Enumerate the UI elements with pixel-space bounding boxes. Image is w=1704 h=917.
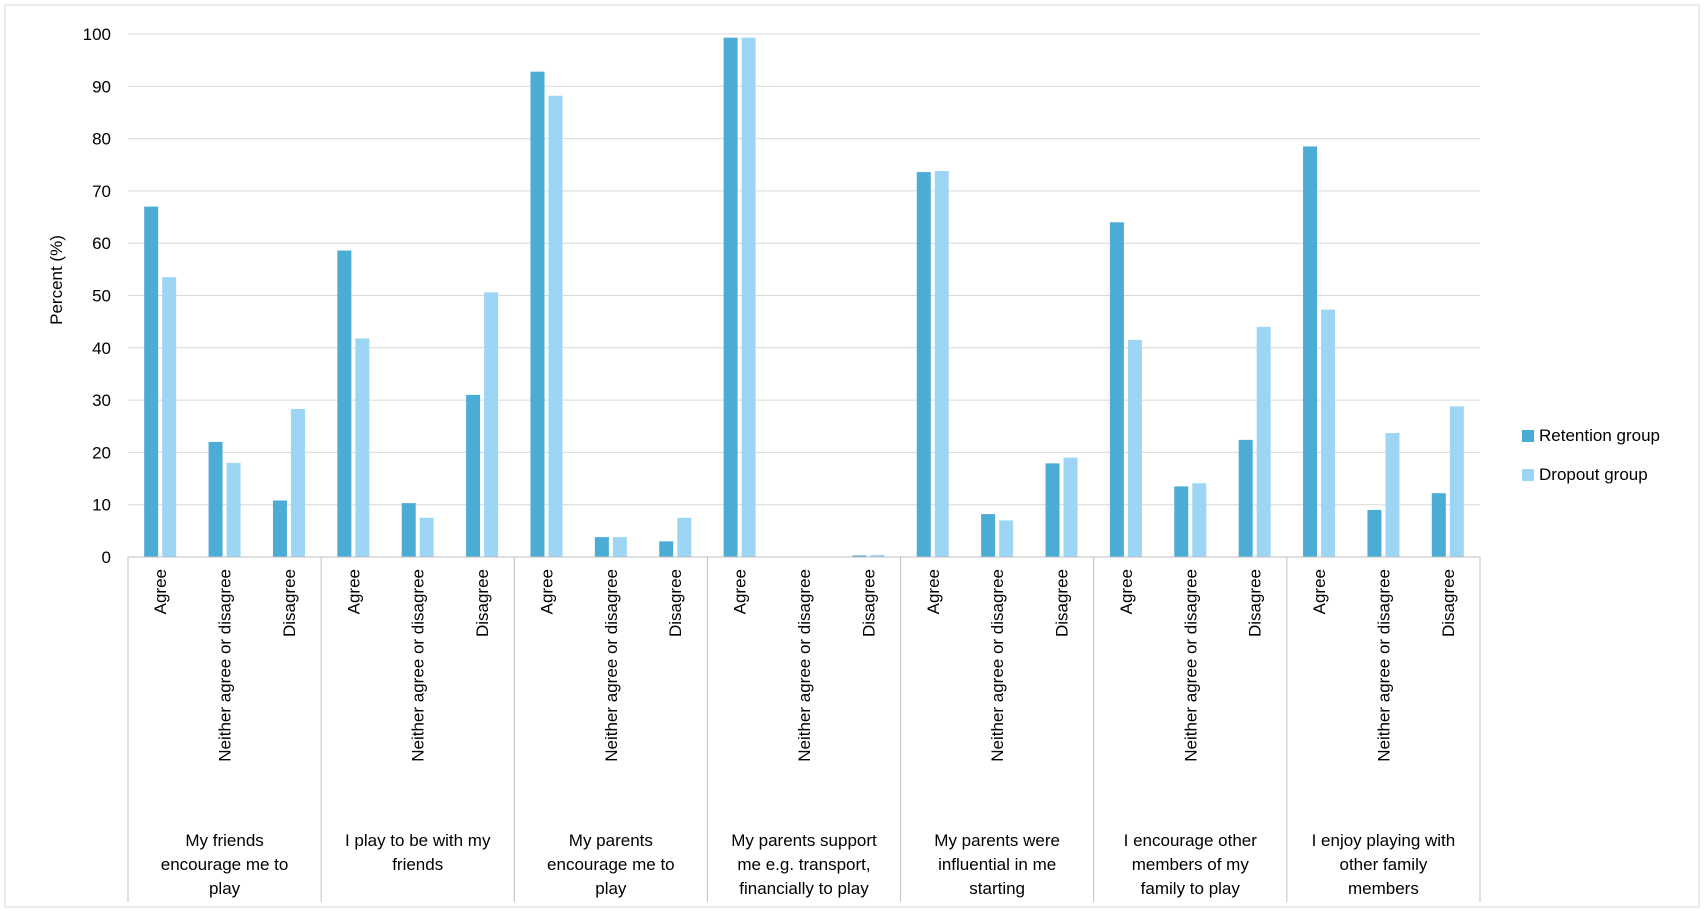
bar-retention bbox=[852, 555, 867, 557]
group-label: I encourage other members of my family to … bbox=[1124, 831, 1258, 898]
category-label: Agree bbox=[731, 569, 750, 614]
group-label: My friends encourage me to play bbox=[161, 831, 289, 898]
y-tick-label: 90 bbox=[92, 77, 111, 96]
bar-retention bbox=[272, 500, 287, 557]
y-tick-label: 60 bbox=[92, 234, 111, 253]
chart-frame bbox=[4, 4, 1700, 908]
bar-retention bbox=[1174, 486, 1189, 557]
bar-dropout bbox=[741, 37, 756, 557]
bar-retention bbox=[659, 541, 674, 557]
bar-retention bbox=[337, 250, 352, 557]
legend-label: Retention group bbox=[1539, 426, 1660, 445]
category-label: Disagree bbox=[859, 569, 878, 637]
y-tick-label: 50 bbox=[92, 287, 111, 306]
bar-dropout bbox=[1321, 309, 1336, 557]
group-labels: My friends encourage me to play I play to b… bbox=[161, 831, 1455, 898]
category-label: Agree bbox=[537, 569, 556, 614]
group-label: I enjoy playing with other family members bbox=[1312, 831, 1456, 898]
category-label: Agree bbox=[151, 569, 170, 614]
gridlines bbox=[128, 33, 1480, 506]
category-label: Agree bbox=[344, 569, 363, 614]
category-labels: Agree Neither agree or disagree Disagree Ag… bbox=[151, 569, 1458, 762]
bar-dropout bbox=[1256, 326, 1271, 557]
bar-dropout bbox=[1127, 339, 1142, 557]
y-axis-title: Percent (%) bbox=[47, 235, 66, 325]
y-tick-label: 20 bbox=[92, 443, 111, 462]
bar-retention bbox=[1303, 146, 1318, 557]
category-label: Disagree bbox=[473, 569, 492, 637]
bar-retention bbox=[1367, 509, 1382, 557]
bar-dropout bbox=[934, 171, 949, 557]
bar-dropout bbox=[1192, 483, 1207, 557]
category-label: Neither agree or disagree bbox=[988, 569, 1007, 762]
category-label: Neither agree or disagree bbox=[795, 569, 814, 762]
group-label: I play to be with my friends bbox=[345, 831, 491, 874]
bar-retention bbox=[1109, 222, 1124, 557]
bars bbox=[144, 37, 1464, 558]
y-tick-label: 30 bbox=[92, 391, 111, 410]
category-label: Agree bbox=[1117, 569, 1136, 614]
bar-dropout bbox=[290, 408, 305, 557]
bar-dropout bbox=[355, 338, 370, 557]
category-label: Neither agree or disagree bbox=[1374, 569, 1393, 762]
bar-dropout bbox=[419, 517, 434, 557]
bar-dropout bbox=[677, 517, 692, 557]
bar-retention bbox=[530, 71, 545, 557]
y-tick-label: 100 bbox=[83, 25, 111, 44]
bar-dropout bbox=[548, 95, 563, 558]
category-label: Disagree bbox=[1053, 569, 1072, 637]
bar-retention bbox=[401, 503, 416, 557]
category-label: Disagree bbox=[1246, 569, 1265, 637]
y-tick-label: 40 bbox=[92, 339, 111, 358]
bar-dropout bbox=[1063, 457, 1078, 557]
bar-dropout bbox=[870, 554, 885, 557]
bar-retention bbox=[1045, 463, 1060, 557]
category-label: Disagree bbox=[666, 569, 685, 637]
y-tick-label: 0 bbox=[102, 548, 111, 567]
category-label: Disagree bbox=[280, 569, 299, 637]
bar-dropout bbox=[1449, 406, 1464, 557]
category-label: Neither agree or disagree bbox=[602, 569, 621, 762]
y-tick-label: 80 bbox=[92, 130, 111, 149]
bar-dropout bbox=[484, 292, 499, 557]
bar-dropout bbox=[999, 520, 1014, 557]
bar-retention bbox=[144, 206, 159, 557]
bar-retention bbox=[466, 394, 481, 557]
category-label: Neither agree or disagree bbox=[409, 569, 428, 762]
bar-retention bbox=[916, 172, 931, 557]
bar-retention bbox=[1238, 439, 1253, 557]
bar-dropout bbox=[612, 537, 627, 557]
bar-retention bbox=[208, 441, 223, 557]
legend-swatch bbox=[1522, 430, 1534, 442]
bar-retention bbox=[723, 37, 738, 557]
bar-dropout bbox=[226, 462, 241, 557]
y-axis-ticks: 0 10 20 30 40 50 60 70 80 90 100 bbox=[83, 25, 111, 567]
category-label: Agree bbox=[924, 569, 943, 614]
bar-dropout bbox=[1385, 433, 1400, 557]
category-label: Neither agree or disagree bbox=[216, 569, 235, 762]
x-axis bbox=[127, 556, 1481, 902]
group-label: My parents support me e.g. transport, fina… bbox=[731, 831, 877, 898]
bar-retention bbox=[1431, 493, 1446, 557]
bar-dropout bbox=[162, 277, 177, 557]
bar-retention bbox=[594, 537, 609, 557]
category-label: Neither agree or disagree bbox=[1181, 569, 1200, 762]
legend: Retention group Dropout group bbox=[1522, 426, 1660, 484]
legend-swatch bbox=[1522, 469, 1534, 481]
y-tick-label: 10 bbox=[92, 496, 111, 515]
group-label: My parents were influential in me starting bbox=[934, 831, 1060, 898]
category-label: Disagree bbox=[1439, 569, 1458, 637]
y-tick-label: 70 bbox=[92, 182, 111, 201]
legend-label: Dropout group bbox=[1539, 465, 1648, 484]
group-label: My parents encourage me to play bbox=[547, 831, 675, 898]
bar-retention bbox=[981, 514, 996, 557]
category-label: Agree bbox=[1310, 569, 1329, 614]
